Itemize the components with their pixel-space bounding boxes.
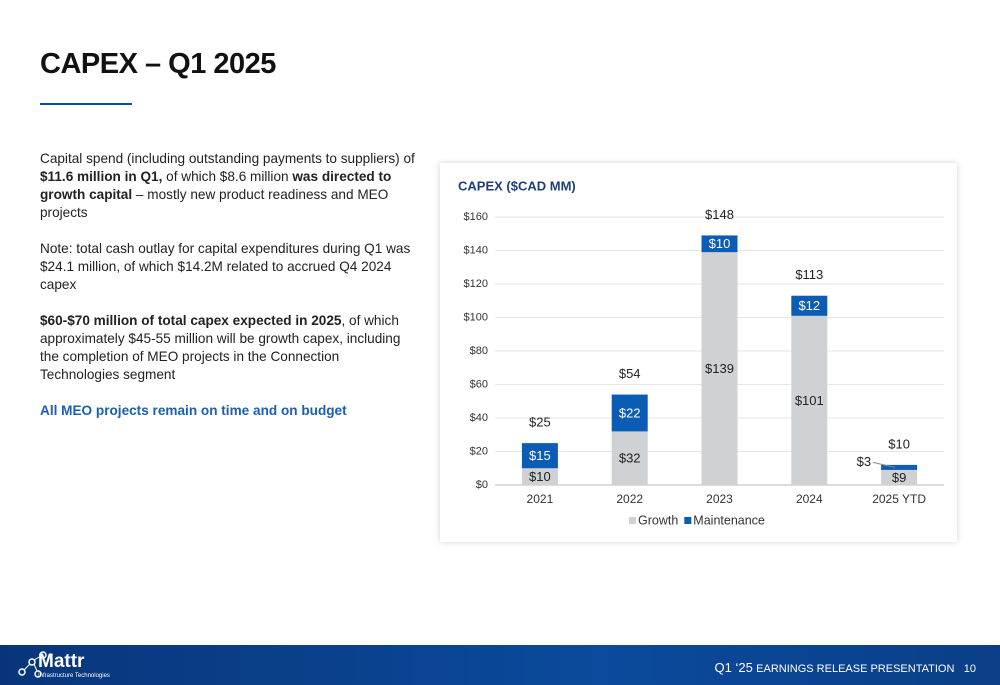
text-run: Note: total cash outlay for capital expe… xyxy=(40,241,411,292)
body-text: Capital spend (including outstanding pay… xyxy=(40,150,420,438)
logo-icon xyxy=(18,651,47,678)
text-run: – mostly new product readiness and MEO p… xyxy=(40,187,389,220)
footer: Mattr Infrastructure Technologies Q1 ‘25… xyxy=(0,645,1000,685)
footer-right: Q1 ‘25 EARNINGS RELEASE PRESENTATION 10 xyxy=(715,660,977,675)
page-number: 10 xyxy=(963,663,976,675)
text-run: , of which approximately $45-55 million … xyxy=(40,313,401,382)
paragraph: Note: total cash outlay for capital expe… xyxy=(40,240,420,294)
text-run: Capital spend (including outstanding pay… xyxy=(40,151,415,166)
paragraph: All MEO projects remain on time and on b… xyxy=(40,402,420,420)
text-run: All MEO projects remain on time and on b… xyxy=(40,403,347,418)
text-run: $11.6 million in Q1, xyxy=(40,169,163,184)
paragraph: Capital spend (including outstanding pay… xyxy=(40,150,420,222)
deck-label: EARNINGS RELEASE PRESENTATION xyxy=(756,663,955,675)
chart-card xyxy=(440,163,957,542)
paragraph: $60-$70 million of total capex expected … xyxy=(40,312,420,384)
period: Q1 ‘25 xyxy=(714,660,753,675)
title-rule xyxy=(40,103,132,105)
slide-title: CAPEX – Q1 2025 xyxy=(40,48,276,80)
tagline: Infrastructure Technologies xyxy=(38,673,110,679)
text-run: was directed to growth capital xyxy=(40,169,392,202)
brand: Mattr xyxy=(38,651,85,672)
text-run: $60-$70 million of total capex expected … xyxy=(40,313,342,328)
text-run: of which $8.6 million xyxy=(162,169,293,184)
